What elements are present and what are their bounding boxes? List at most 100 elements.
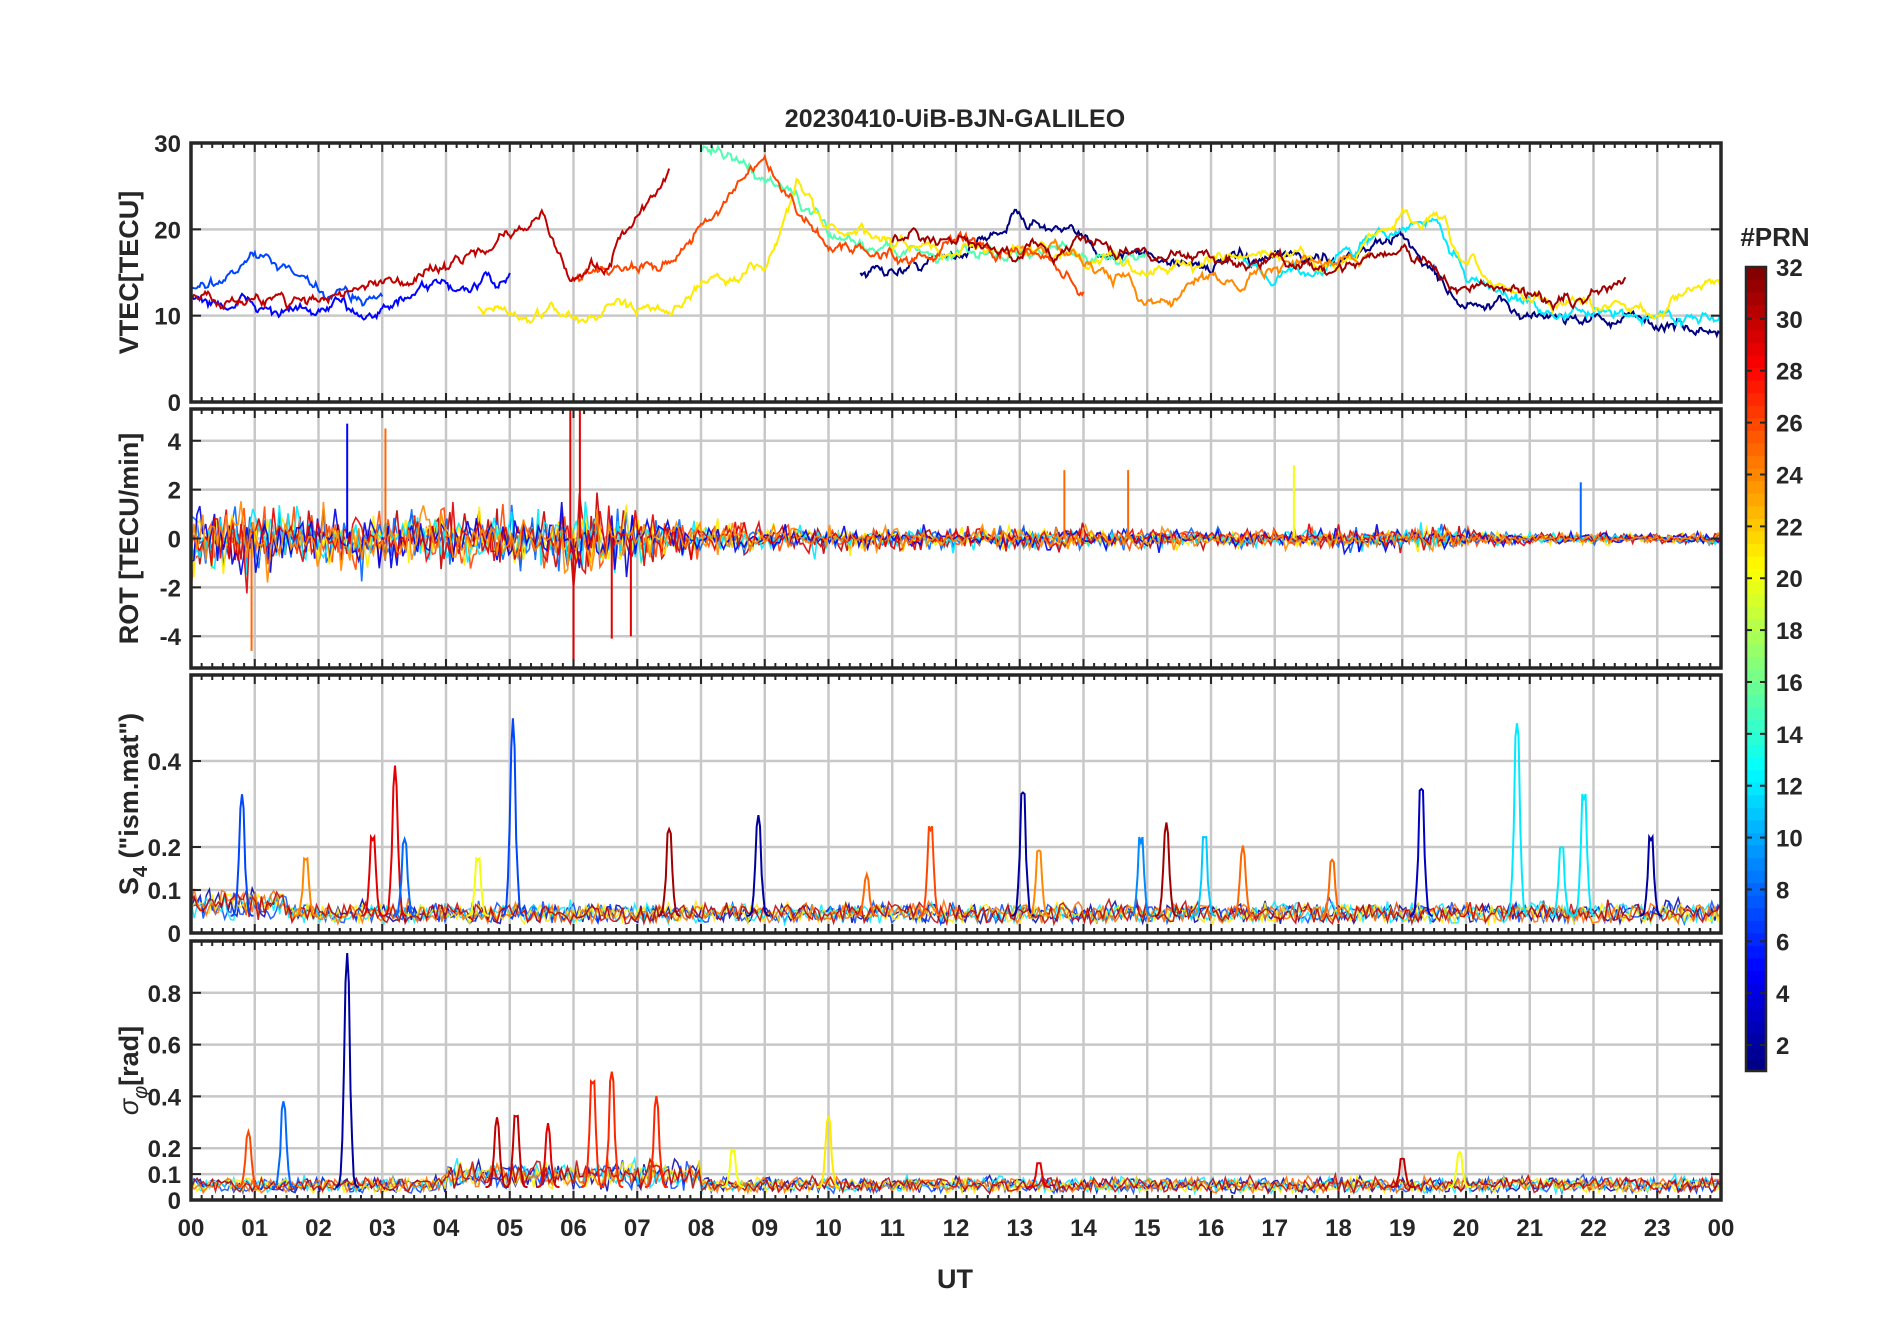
grid-vtec (191, 143, 1721, 402)
colorbar-segment (1746, 530, 1766, 544)
x-tick-label: 18 (1325, 1215, 1352, 1242)
y-tick-label: 0 (168, 1188, 181, 1215)
colorbar-segment (1746, 505, 1766, 519)
series-line-prn-30 (191, 168, 671, 311)
colorbar-segment (1746, 694, 1766, 708)
y-tick-label: -4 (160, 624, 182, 651)
colorbar-segment (1746, 392, 1766, 406)
peak-prn-26 (918, 825, 943, 917)
colorbar-segment (1746, 581, 1766, 595)
peak-prn-21 (817, 1115, 841, 1188)
colorbar-segment (1746, 543, 1766, 557)
colorbar-segment (1746, 782, 1766, 796)
y-axis-title-s4: S4 ("ism.mat") (114, 713, 152, 895)
x-axis-label: UT (937, 1264, 973, 1294)
series-line-prn-7 (191, 249, 384, 307)
colorbar-tick-label: 30 (1776, 307, 1803, 334)
colorbar-segment (1746, 1020, 1766, 1034)
y-tick-label: 0 (168, 390, 181, 417)
colorbar-segment (1746, 292, 1766, 306)
colorbar-segment (1746, 468, 1766, 482)
colorbar-segment (1746, 606, 1766, 620)
colorbar-segment (1746, 932, 1766, 946)
colorbar-tick-label: 4 (1776, 981, 1790, 1008)
y-tick-label: 0.8 (148, 981, 181, 1008)
colorbar-segment (1746, 907, 1766, 921)
colorbar-segment (1746, 367, 1766, 381)
colorbar-segment (1746, 493, 1766, 507)
peak-prn-27 (644, 1095, 668, 1188)
colorbar-segment (1746, 329, 1766, 343)
x-tick-label: 20 (1453, 1215, 1480, 1242)
xticks-vtec (190, 143, 1722, 402)
colorbar-segment (1746, 794, 1766, 808)
peak-prn-12 (1505, 723, 1529, 917)
y-tick-label: -2 (160, 575, 181, 602)
colorbar-segment (1746, 1045, 1766, 1060)
x-tick-label: 00 (178, 1215, 205, 1242)
colorbar-segment (1746, 480, 1766, 494)
colorbar-segment (1746, 656, 1766, 670)
colorbar-tick-label: 14 (1776, 722, 1803, 749)
colorbar-segment (1746, 354, 1766, 369)
colorbar-segment (1746, 1033, 1766, 1047)
y-axis-title-sub: 4 (130, 865, 152, 877)
peak-prn-24 (294, 856, 318, 917)
peak-prn-20 (1448, 1150, 1472, 1188)
colorbar-tick-label: 16 (1776, 670, 1803, 697)
colorbar-segment (1746, 267, 1766, 281)
y-tick-label: 0.6 (148, 1033, 181, 1060)
colorbar-segment (1746, 593, 1766, 607)
y-tick-label: 0.4 (148, 749, 182, 776)
colorbar-segment (1746, 832, 1766, 846)
x-tick-label: 08 (688, 1215, 715, 1242)
peak-prn-2 (746, 815, 770, 917)
colorbar-segment (1746, 455, 1766, 469)
x-tick-label: 06 (560, 1215, 587, 1242)
panel-sigma_phi: 00.10.2 0.4 0.6 0.8 σφ[rad] 00 01 02 03 04 05 06 07 0… (114, 939, 1735, 1242)
peak-prn-29 (536, 1123, 560, 1188)
colorbar-tick-label: 28 (1776, 359, 1803, 386)
peak-prn-30 (1390, 1157, 1414, 1188)
colorbar-segment (1746, 304, 1766, 318)
x-tick-label: 02 (305, 1215, 332, 1242)
x-tick-label: 07 (624, 1215, 651, 1242)
colorbar-segment (1746, 807, 1766, 821)
colorbar-tick-label: 18 (1776, 618, 1803, 645)
y-axis-title-vtec: VTEC[TECU] (114, 191, 144, 355)
y-axis-title-sub: φ (130, 1086, 152, 1099)
peak-prn-8 (393, 835, 417, 917)
colorbar-segment (1746, 618, 1766, 632)
peak-prn-25 (1231, 845, 1255, 917)
series-line-prn-21 (477, 177, 1721, 325)
colorbar-segment (1746, 719, 1766, 733)
x-tick-label: 00 (1708, 1215, 1735, 1242)
peak-prn-7 (230, 794, 254, 917)
colorbar-segment (1746, 870, 1766, 884)
colorbar-segment (1746, 317, 1766, 331)
colorbar-segment (1746, 706, 1766, 720)
colorbar-segment (1746, 380, 1766, 394)
panel-s4: 00.10.20.4S4 ("ism.mat") (114, 673, 1723, 948)
y-tick-label: 0.1 (148, 878, 181, 905)
colorbar-segment (1746, 882, 1766, 896)
peak-prn-2 (1011, 791, 1035, 917)
colorbar-segment (1746, 995, 1766, 1009)
peak-prn-24 (1027, 849, 1051, 917)
colorbar-tick-label: 26 (1776, 411, 1803, 438)
peak-prn-12 (1550, 846, 1574, 917)
series-line-prn-15 (700, 144, 1149, 267)
peak-prn-30 (485, 1117, 509, 1188)
y-axis-title-rest: ("ism.mat") (114, 713, 144, 866)
colorbar-segment (1746, 945, 1766, 959)
y-tick-label: 0.2 (148, 835, 181, 862)
x-tick-label: 14 (1070, 1215, 1097, 1242)
xticks-s4 (190, 675, 1722, 933)
colorbar-segment (1746, 518, 1766, 532)
colorbar-segment (1746, 643, 1766, 658)
x-tick-label: 12 (943, 1215, 970, 1242)
colorbar-tick-label: 8 (1776, 877, 1789, 904)
peak-prn-2 (1639, 833, 1663, 917)
